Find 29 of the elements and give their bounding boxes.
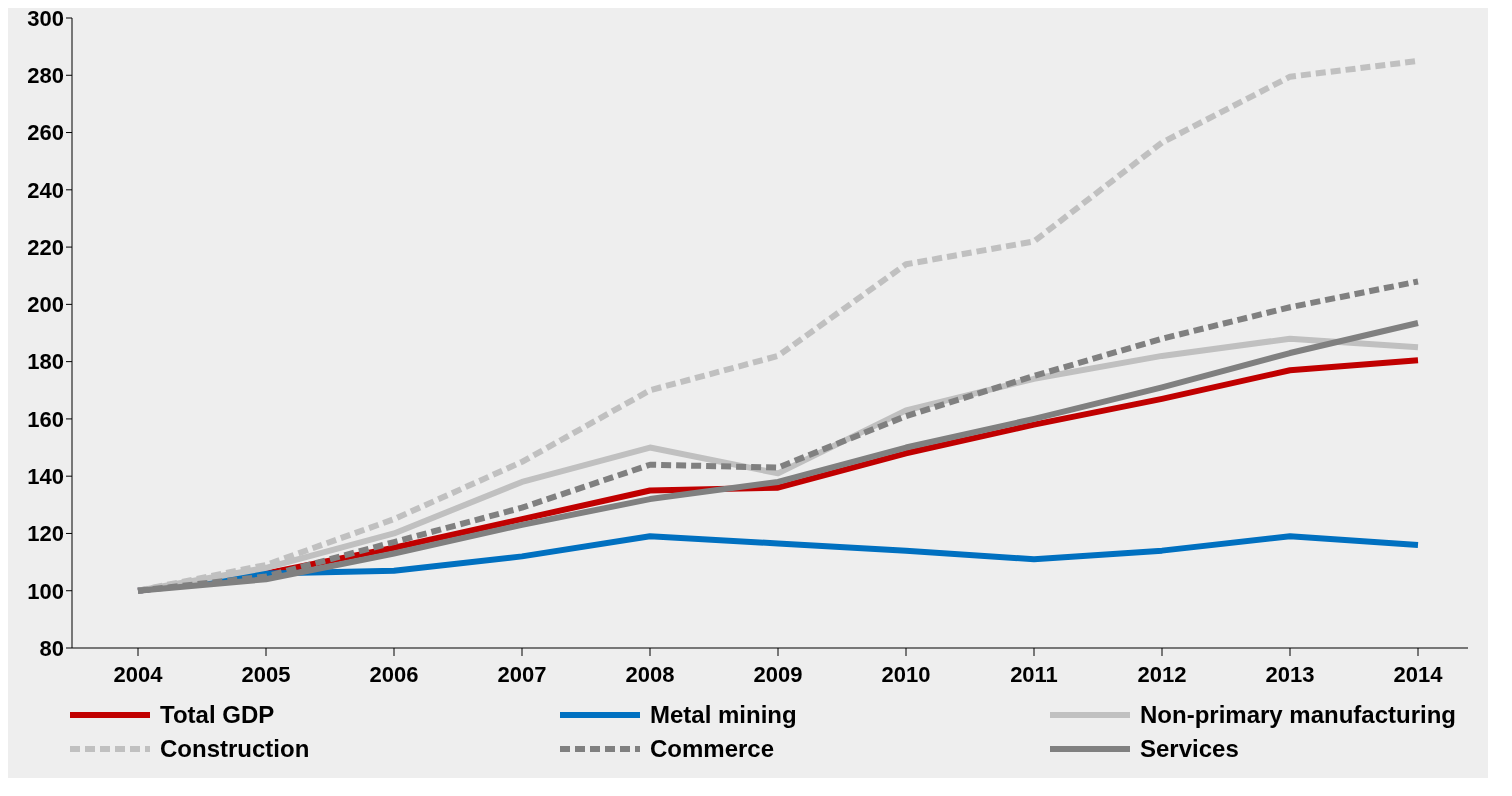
y-tick-label: 100 [27, 578, 64, 604]
x-tick-label: 2011 [1010, 661, 1058, 687]
x-tick-label: 2013 [1265, 661, 1315, 687]
y-tick-label: 300 [27, 5, 64, 31]
x-tick-label: 2008 [625, 661, 675, 687]
x-tick-label: 2004 [113, 661, 164, 687]
legend-label: Commerce [650, 735, 775, 763]
x-tick-label: 2005 [241, 661, 291, 687]
y-tick-label: 140 [27, 463, 64, 489]
y-tick-label: 200 [27, 292, 64, 318]
legend-label: Construction [160, 735, 310, 763]
legend-label: Services [1140, 735, 1239, 763]
y-tick-label: 160 [27, 406, 64, 432]
x-tick-label: 2012 [1137, 661, 1187, 687]
x-tick-label: 2014 [1393, 661, 1444, 687]
x-tick-label: 2009 [753, 661, 803, 687]
y-tick-label: 180 [27, 349, 64, 375]
y-tick-label: 240 [27, 177, 64, 203]
y-tick-label: 220 [27, 234, 64, 260]
legend-label: Total GDP [160, 701, 275, 729]
y-tick-label: 80 [39, 635, 64, 661]
legend-label: Metal mining [650, 701, 797, 729]
y-tick-label: 260 [27, 120, 64, 146]
x-tick-label: 2007 [497, 661, 547, 687]
y-tick-label: 120 [27, 521, 64, 547]
y-tick-label: 280 [27, 63, 64, 89]
x-tick-label: 2010 [881, 661, 931, 687]
x-tick-label: 2006 [369, 661, 419, 687]
legend-label: Non-primary manufacturing [1140, 701, 1457, 729]
